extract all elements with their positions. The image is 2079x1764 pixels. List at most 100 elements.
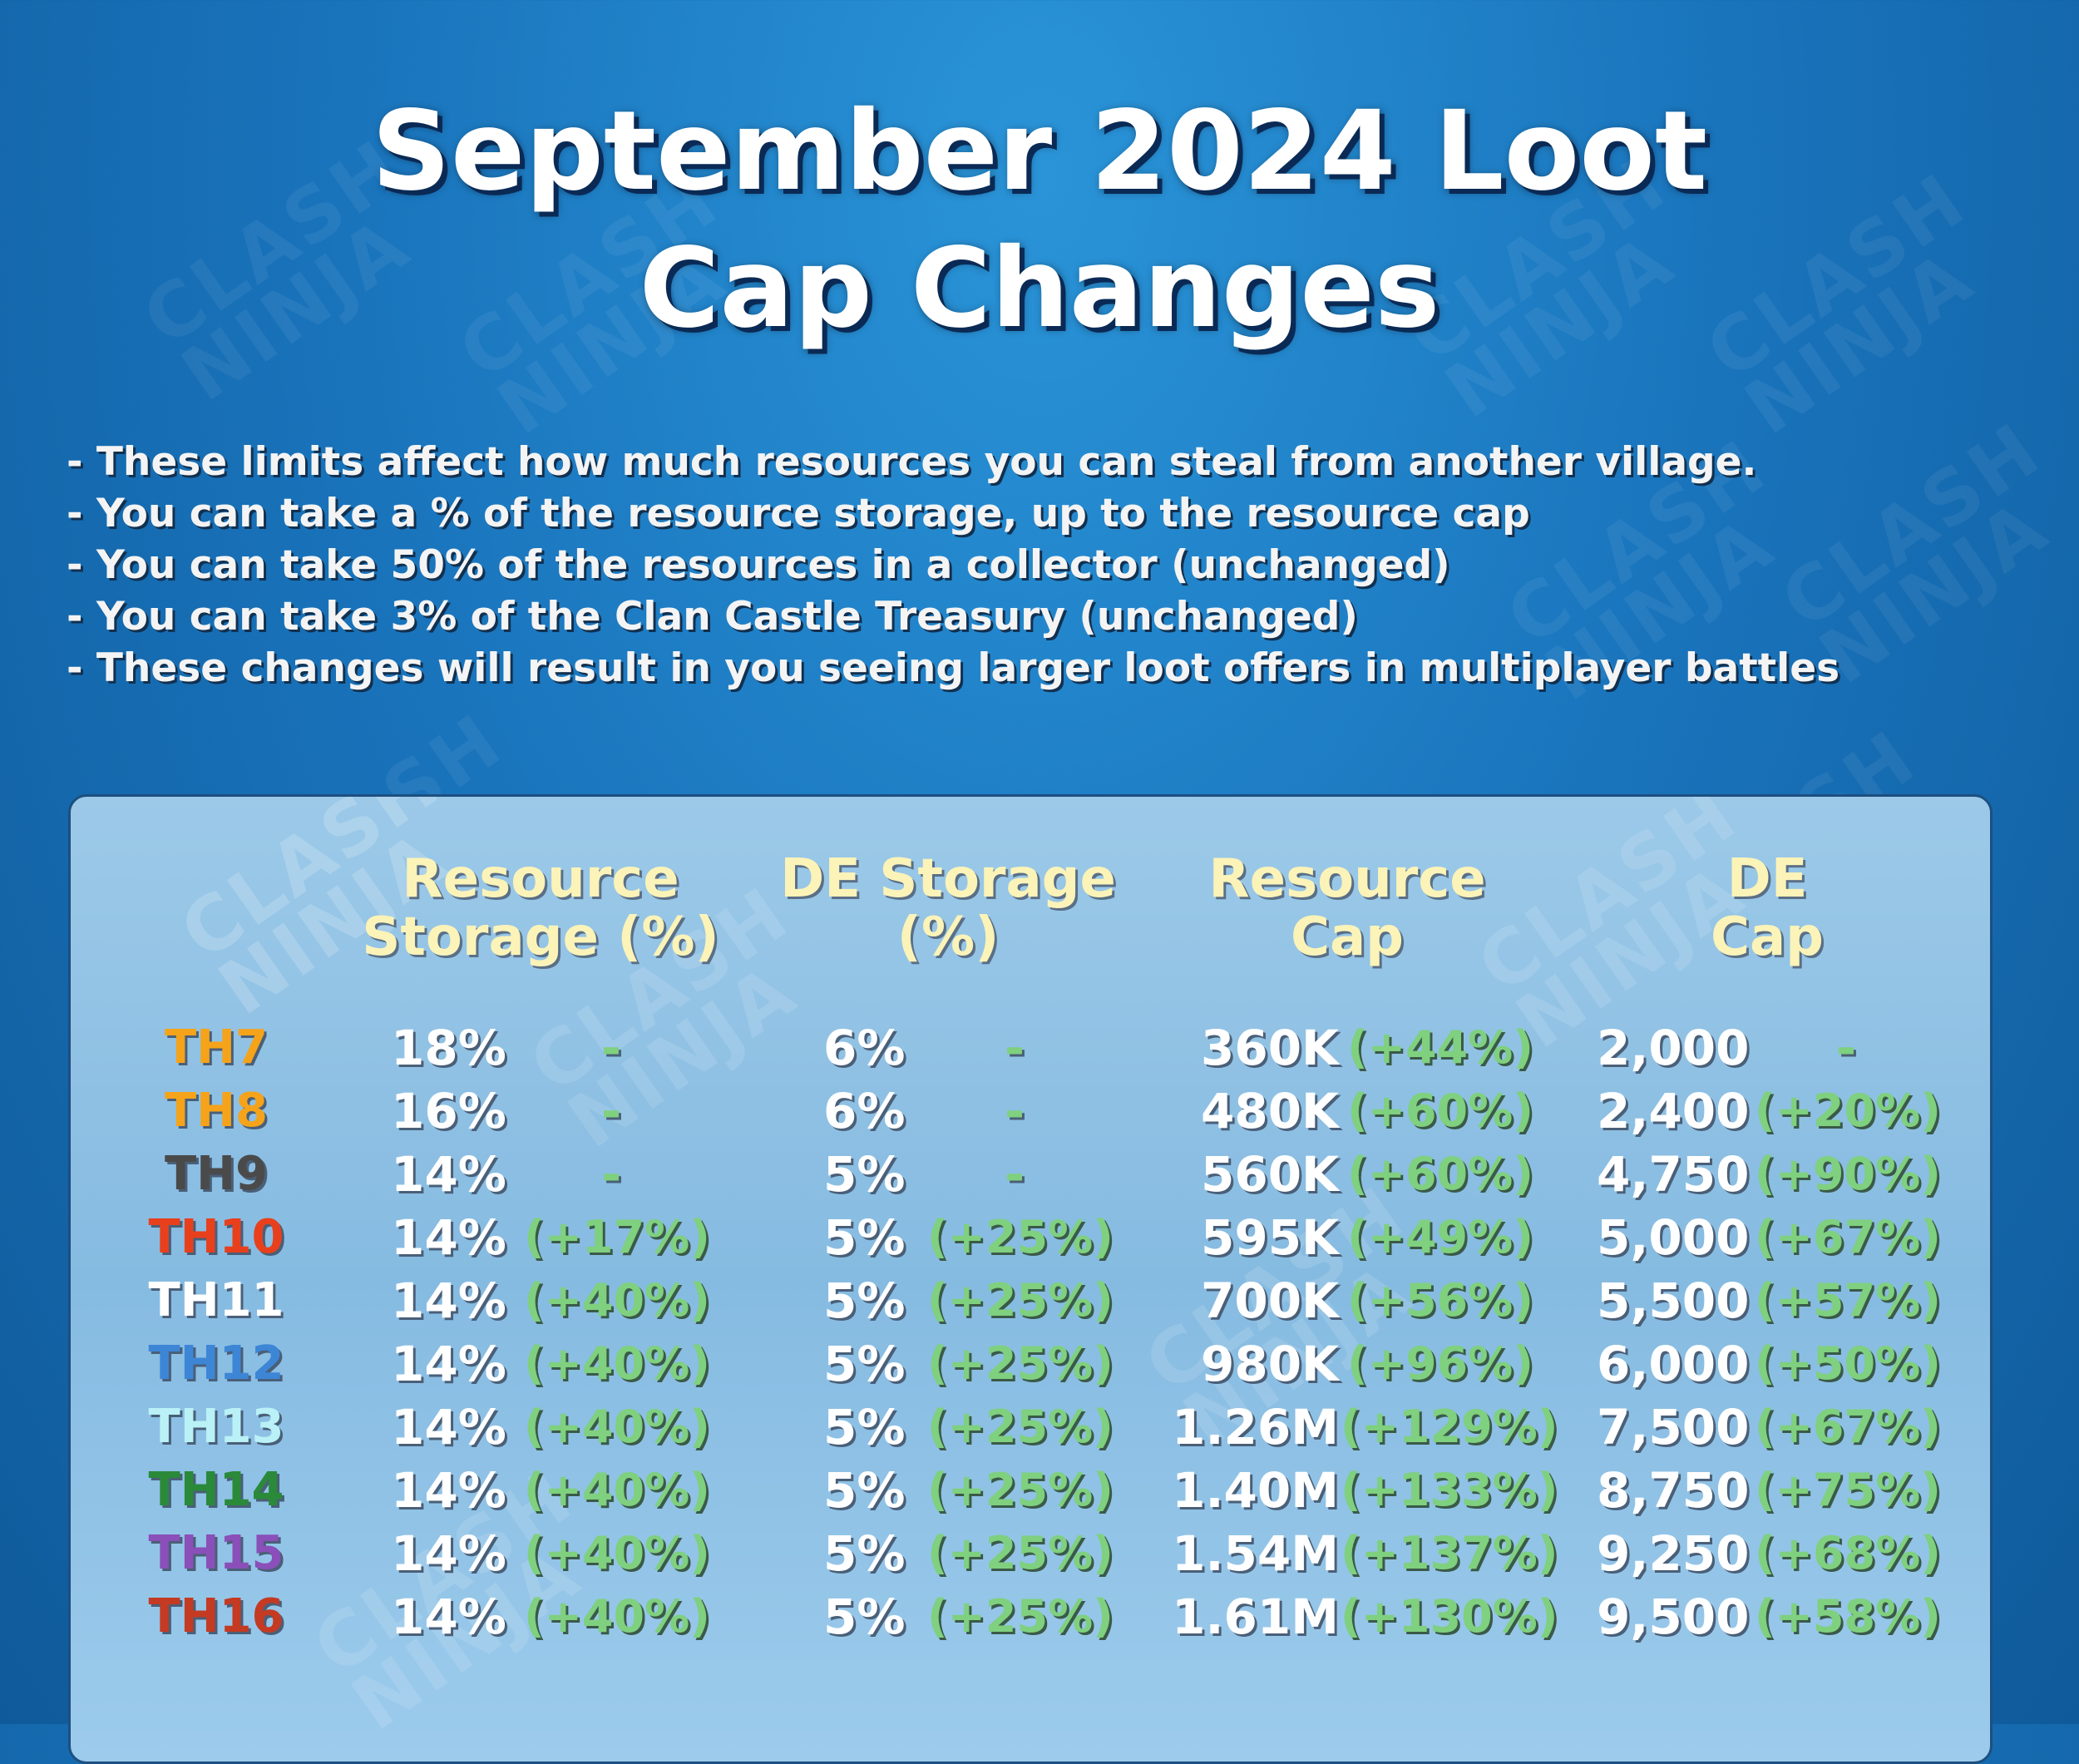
- rs-change-cell: (+17%): [524, 1211, 710, 1263]
- dc-change-cell: (+75%): [1755, 1464, 1941, 1516]
- note-item: - You can take a % of the resource stora…: [67, 491, 1530, 536]
- table-row: TH8 16% - 6% - 480K (+60%) 2,400 (+20%): [0, 1080, 2079, 1143]
- rc-change-cell: (+133%): [1341, 1464, 1558, 1516]
- ds-change-cell: (+25%): [927, 1527, 1114, 1579]
- dc-cell: 2,400: [1597, 1083, 1750, 1139]
- rs-change-cell: (+40%): [524, 1337, 710, 1390]
- town-hall-label: TH15: [148, 1526, 284, 1580]
- header-line: Resource: [1208, 848, 1486, 910]
- rc-change-cell: (+49%): [1347, 1211, 1533, 1263]
- dc-cell: 5,500: [1597, 1272, 1750, 1329]
- dc-cell: 9,250: [1597, 1525, 1750, 1582]
- rs-change-cell: -: [600, 1146, 622, 1203]
- rc-cell: 1.61M: [1172, 1589, 1339, 1645]
- rs-cell: 14%: [391, 1272, 506, 1329]
- header-line: DE Storage: [780, 848, 1116, 910]
- rs-cell: 14%: [391, 1399, 506, 1455]
- ds-change-cell: -: [1004, 1020, 1025, 1076]
- rs-cell: 14%: [391, 1462, 506, 1519]
- dc-cell: 7,500: [1597, 1399, 1750, 1455]
- rs-change-cell: (+40%): [524, 1464, 710, 1516]
- ds-change-cell: (+25%): [927, 1337, 1114, 1390]
- note-item: - These limits affect how much resources…: [67, 439, 1757, 485]
- ds-cell: 5%: [823, 1399, 906, 1455]
- rs-cell: 14%: [391, 1146, 506, 1203]
- header-line: Storage (%): [362, 907, 719, 968]
- ds-change-cell: (+25%): [927, 1211, 1114, 1263]
- header-line: DE: [1726, 848, 1808, 910]
- rc-cell: 980K: [1200, 1336, 1339, 1392]
- ds-cell: 5%: [823, 1272, 906, 1329]
- header-line: Cap: [1711, 907, 1824, 968]
- dc-change-cell: (+68%): [1755, 1527, 1941, 1579]
- dc-cell: 5,000: [1597, 1209, 1750, 1266]
- page-title: September 2024 Loot Cap Changes: [0, 83, 2079, 358]
- rc-cell: 700K: [1200, 1272, 1339, 1329]
- ds-cell: 5%: [823, 1336, 906, 1392]
- town-hall-label: TH9: [164, 1147, 269, 1201]
- ds-change-cell: (+25%): [927, 1464, 1114, 1516]
- ds-change-cell: (+25%): [927, 1401, 1114, 1453]
- ds-change-cell: -: [1004, 1146, 1025, 1203]
- rs-change-cell: (+40%): [524, 1401, 710, 1453]
- town-hall-label: TH12: [148, 1337, 284, 1391]
- header-resource-storage: Resource Storage (%): [349, 850, 732, 966]
- ds-cell: 5%: [823, 1146, 906, 1203]
- table-row: TH9 14% - 5% - 560K (+60%) 4,750 (+90%): [0, 1143, 2079, 1206]
- rc-change-cell: (+60%): [1347, 1148, 1533, 1200]
- rc-cell: 360K: [1200, 1020, 1339, 1076]
- header-de-cap: DE Cap: [1630, 850, 1904, 966]
- rs-change-cell: -: [600, 1020, 622, 1076]
- rc-change-cell: (+96%): [1347, 1337, 1533, 1390]
- rs-cell: 14%: [391, 1209, 506, 1266]
- table-row: TH13 14% (+40%) 5% (+25%) 1.26M (+129%) 7,500 (+…: [0, 1396, 2079, 1459]
- rc-change-cell: (+60%): [1347, 1085, 1533, 1137]
- rs-change-cell: (+40%): [524, 1527, 710, 1579]
- rs-cell: 14%: [391, 1589, 506, 1645]
- dc-change-cell: (+20%): [1755, 1085, 1941, 1137]
- rc-cell: 1.54M: [1172, 1525, 1339, 1582]
- ds-cell: 6%: [823, 1083, 906, 1139]
- note-item: - These changes will result in you seein…: [67, 645, 1840, 691]
- table-row: TH15 14% (+40%) 5% (+25%) 1.54M (+137%) 9,250 (+…: [0, 1522, 2079, 1585]
- rc-cell: 1.26M: [1172, 1399, 1339, 1455]
- table-row: TH7 18% - 6% - 360K (+44%) 2,000 -: [0, 1016, 2079, 1080]
- rc-cell: 595K: [1200, 1209, 1339, 1266]
- table-row: TH11 14% (+40%) 5% (+25%) 700K (+56%) 5,500 (+57…: [0, 1269, 2079, 1332]
- ds-change-cell: (+25%): [927, 1590, 1114, 1643]
- dc-change-cell: (+58%): [1755, 1590, 1941, 1643]
- header-de-storage: DE Storage (%): [773, 850, 1123, 966]
- rs-cell: 16%: [391, 1083, 506, 1139]
- rc-change-cell: (+137%): [1341, 1527, 1558, 1579]
- rc-cell: 560K: [1200, 1146, 1339, 1203]
- dc-change-cell: (+90%): [1755, 1148, 1941, 1200]
- rc-cell: 1.40M: [1172, 1462, 1339, 1519]
- rs-change-cell: -: [600, 1083, 622, 1139]
- note-item: - You can take 3% of the Clan Castle Tre…: [67, 594, 1358, 640]
- rs-change-cell: (+40%): [524, 1274, 710, 1327]
- table-row: TH10 14% (+17%) 5% (+25%) 595K (+49%) 5,000 (+67…: [0, 1206, 2079, 1269]
- table-row: TH14 14% (+40%) 5% (+25%) 1.40M (+133%) 8,750 (+…: [0, 1459, 2079, 1522]
- ds-cell: 5%: [823, 1589, 906, 1645]
- dc-change-cell: (+50%): [1755, 1337, 1941, 1390]
- rc-change-cell: (+56%): [1347, 1274, 1533, 1327]
- header-line: (%): [896, 907, 1000, 968]
- town-hall-label: TH10: [148, 1210, 284, 1264]
- dc-cell: 4,750: [1597, 1146, 1750, 1203]
- dc-cell: 8,750: [1597, 1462, 1750, 1519]
- ds-cell: 5%: [823, 1525, 906, 1582]
- rc-cell: 480K: [1200, 1083, 1339, 1139]
- town-hall-label: TH7: [164, 1020, 269, 1075]
- dc-cell: 6,000: [1597, 1336, 1750, 1392]
- town-hall-label: TH14: [148, 1463, 284, 1517]
- header-line: Resource: [402, 848, 679, 910]
- rs-change-cell: (+40%): [524, 1590, 710, 1643]
- rc-change-cell: (+129%): [1341, 1401, 1558, 1453]
- town-hall-label: TH8: [164, 1084, 269, 1138]
- rc-change-cell: (+130%): [1341, 1590, 1558, 1643]
- note-item: - You can take 50% of the resources in a…: [67, 542, 1450, 588]
- notes-list: - These limits affect how much resources…: [67, 437, 2021, 694]
- dc-change-cell: (+67%): [1755, 1211, 1941, 1263]
- rs-cell: 18%: [391, 1020, 506, 1076]
- dc-change-cell: -: [1835, 1020, 1857, 1076]
